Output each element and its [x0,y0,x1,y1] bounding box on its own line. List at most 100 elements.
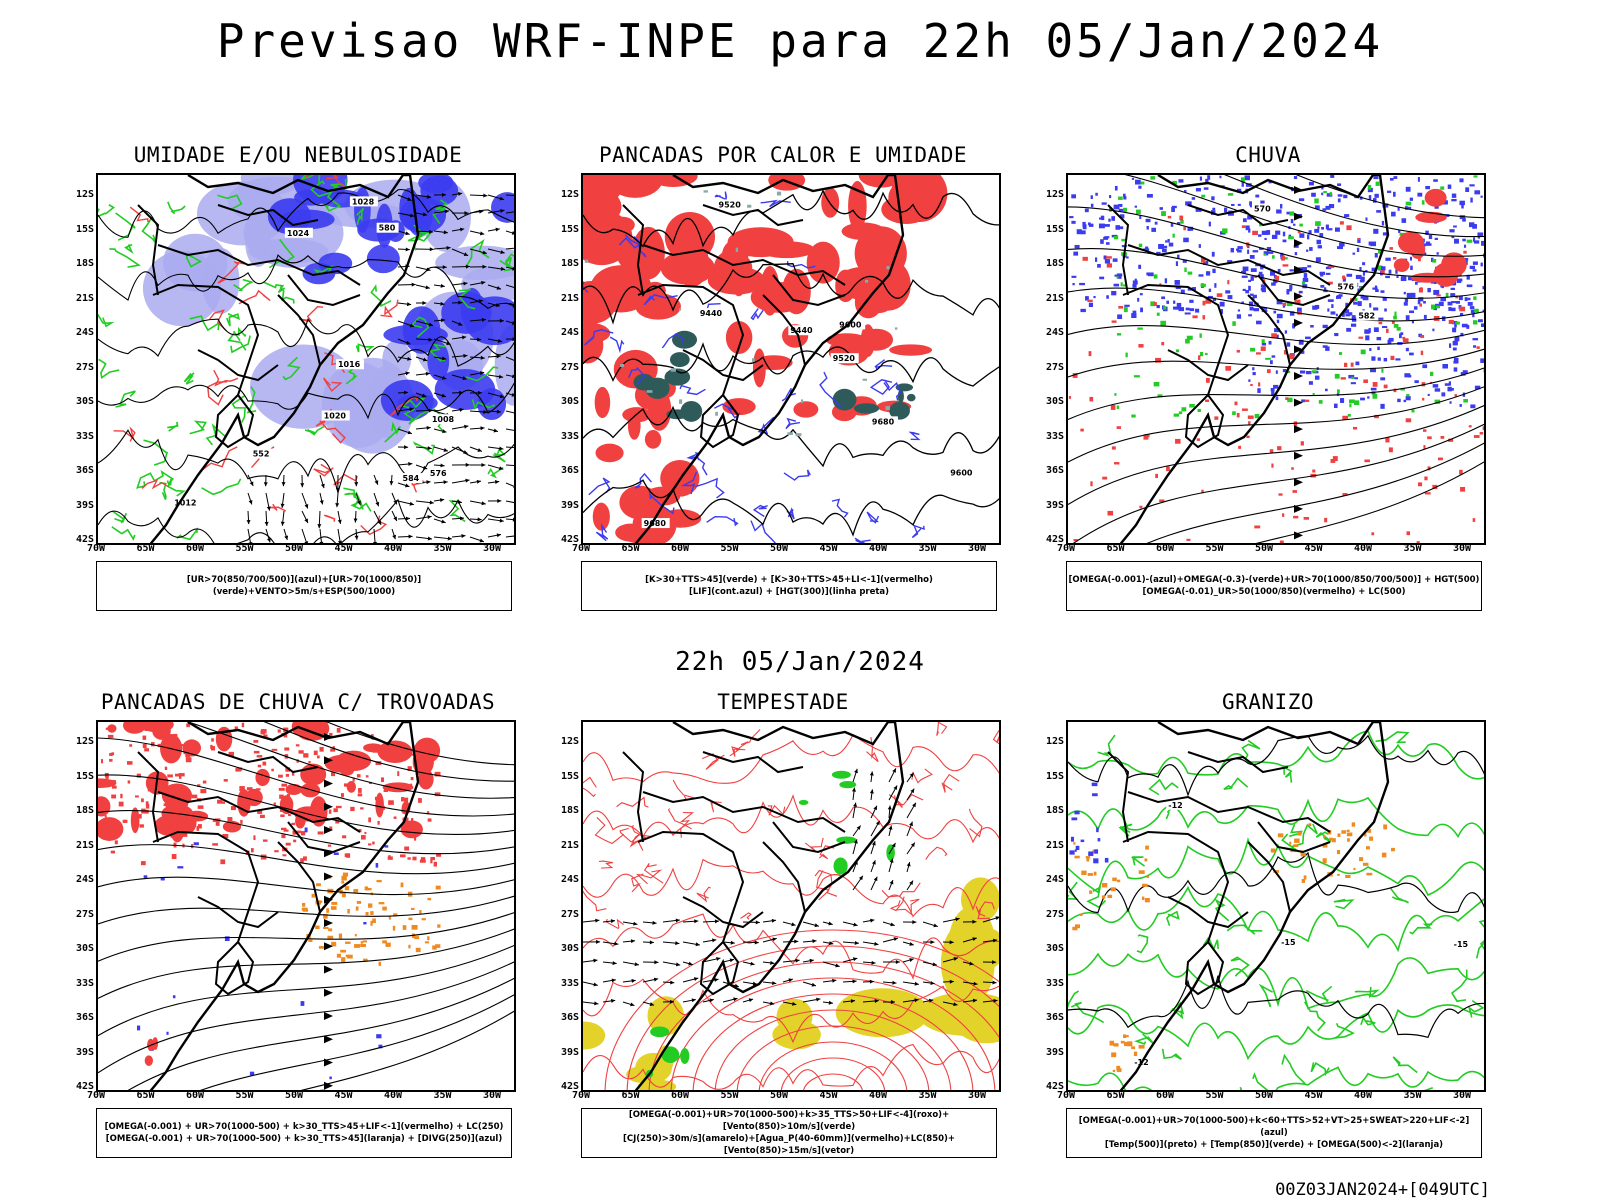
scatter-mark [375,761,382,765]
scatter-mark [1104,236,1110,239]
wind-vector-head [649,940,654,945]
wind-vector-head [373,541,378,543]
scatter-mark [1402,336,1406,340]
wind-vector-head [889,880,894,885]
wind-vector-head [891,843,896,848]
streamline [1068,348,1484,378]
scatter-mark [424,941,429,944]
scatter-mark [1185,201,1192,206]
wind-vector [505,302,514,307]
border-line [1187,204,1289,227]
scatter-mark [308,939,313,942]
contour-line [111,526,136,541]
scatter-mark [360,941,364,944]
scatter-mark [1144,858,1148,862]
contour-line [98,498,514,543]
wind-vector-head [465,462,470,467]
scatter-mark [1080,428,1084,432]
scatter-mark [1453,367,1458,372]
scatter-mark [1374,285,1378,289]
scatter-mark [1303,273,1308,278]
scatter-mark [380,755,387,760]
scatter-mark [1397,398,1401,403]
scatter-mark [1354,400,1360,405]
scatter-mark [1405,396,1411,401]
lat-tick-label: 18S [1045,805,1064,816]
contour-line [115,212,136,241]
wind-vector-head [498,374,504,379]
border-line [699,941,740,996]
lat-tick-label: 39S [560,499,579,511]
scatter-mark [285,767,291,772]
scatter-mark [186,750,190,753]
border-line [772,821,846,854]
scatter-mark [1271,282,1276,286]
scatter-mark [1288,234,1292,238]
lon-tick-label: 65W [1106,1090,1125,1101]
scatter-mark [414,745,418,749]
scatter-mark [1314,198,1319,204]
contour-line [1392,1056,1418,1074]
scatter-mark [1255,194,1260,198]
lat-tick-label: 42S [75,534,94,545]
legend-line: [OMEGA(-0.001)-(azul)+OMEGA(-0.3)-(verde… [1068,575,1480,585]
scatter-mark [166,754,173,760]
wind-vector-head [409,407,414,412]
scatter-mark [1127,543,1132,545]
scatter-mark [1327,308,1330,312]
streamline-arrow [1294,292,1303,301]
contour-line [109,248,141,268]
scatter-mark [1369,836,1374,841]
streamline [98,876,514,896]
wind-vector-head [477,337,482,342]
scatter-mark [1350,382,1356,385]
wind-vector-head [335,488,340,493]
scatter-mark [111,785,117,789]
contour-label: 1024 [287,229,310,238]
scatter-mark [145,801,149,807]
lon-tick-label: 70W [86,1090,106,1101]
scatter-mark [1301,281,1306,285]
scatter-mark [1396,327,1401,331]
shaded-area [583,1021,606,1050]
border-line [772,274,846,307]
scatter-mark [1421,200,1425,205]
scatter-mark [1266,230,1271,235]
scatter-mark [1075,845,1080,851]
scatter-mark [1355,274,1362,280]
scatter-mark [1183,237,1189,243]
shaded-area [1424,188,1447,207]
lat-tick-label: 30S [1045,396,1064,407]
scatter-mark [1370,241,1377,247]
scatter-mark [1325,346,1330,351]
scatter-mark [1484,322,1486,325]
scatter-mark [1138,243,1143,248]
scatter-mark [1442,200,1448,205]
scatter-mark [1248,279,1252,282]
footer-run-label: 00Z03JAN2024+[049UTC] [1275,1180,1490,1200]
scatter-mark [1291,467,1294,470]
scatter-mark [1184,267,1187,273]
scatter-mark [333,808,338,813]
scatter-mark [1310,325,1314,328]
wind-vector-head [477,390,482,395]
streamline [1295,175,1484,219]
scatter-mark [1482,285,1484,290]
wind-vector [505,247,514,250]
lon-tick-label: 55W [235,543,254,554]
scatter-mark [1282,304,1286,308]
scatter-mark [414,836,417,841]
scatter-mark [1482,309,1484,313]
shaded-area [595,443,624,463]
scatter-mark [1199,333,1202,338]
scatter-mark [1166,300,1170,304]
lon-tick-label: 50W [1254,1090,1274,1101]
wind-vector-head [335,503,340,508]
scatter-mark [1248,301,1254,307]
scatter-mark [110,850,116,854]
scatter-mark [105,775,109,779]
scatter-mark [1127,1041,1133,1047]
scatter-mark [1321,192,1324,196]
scatter-mark [1280,203,1283,209]
shaded-area [673,240,710,287]
